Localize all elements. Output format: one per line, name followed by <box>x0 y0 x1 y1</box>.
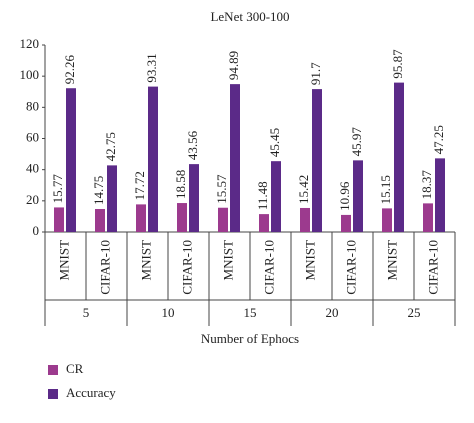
value-label: 92.26 <box>62 54 77 84</box>
bar <box>271 161 281 232</box>
bar <box>382 208 392 232</box>
bar <box>148 86 158 232</box>
bar <box>189 164 199 232</box>
value-label: 10.96 <box>337 181 352 211</box>
x-tick-label: MNIST <box>384 240 399 281</box>
x-tick-label: MNIST <box>56 240 71 281</box>
bar <box>218 207 228 232</box>
bar <box>300 207 310 232</box>
value-label: 15.42 <box>296 175 311 204</box>
value-label: 15.15 <box>378 175 393 204</box>
value-label: 18.37 <box>419 170 434 200</box>
y-tick-label: 20 <box>26 192 39 207</box>
value-label: 91.7 <box>308 62 323 85</box>
y-tick-label: 40 <box>26 161 39 176</box>
bar <box>312 89 322 232</box>
bar <box>353 160 363 232</box>
value-label: 45.45 <box>267 128 282 157</box>
value-label: 11.48 <box>255 181 270 210</box>
y-tick-label: 80 <box>26 98 39 113</box>
bar <box>107 165 117 232</box>
bar <box>54 207 64 232</box>
value-label: 15.57 <box>214 174 229 204</box>
value-label: 43.56 <box>185 130 200 160</box>
value-label: 45.97 <box>349 127 364 157</box>
x-tick-label: MNIST <box>220 240 235 281</box>
legend-label: CR <box>66 361 84 376</box>
value-label: 15.77 <box>50 174 65 204</box>
group-label: 20 <box>326 305 339 320</box>
x-tick-label: CIFAR-10 <box>425 240 440 295</box>
bar <box>259 214 269 232</box>
bar <box>136 204 146 232</box>
bar <box>435 158 445 232</box>
bar <box>341 214 351 232</box>
bar <box>66 88 76 232</box>
bar <box>423 203 433 232</box>
value-label: 94.89 <box>226 51 241 80</box>
value-label: 18.58 <box>173 170 188 199</box>
group-label: 25 <box>408 305 421 320</box>
legend-label: Accuracy <box>66 385 116 400</box>
x-tick-label: MNIST <box>138 240 153 281</box>
y-tick-label: 60 <box>26 129 39 144</box>
group-label: 15 <box>244 305 257 320</box>
x-tick-label: CIFAR-10 <box>261 240 276 295</box>
value-label: 47.25 <box>431 125 446 154</box>
legend-swatch <box>48 365 58 375</box>
group-label: 10 <box>162 305 175 320</box>
y-tick-label: 100 <box>20 67 40 82</box>
chart-title: LeNet 300-100 <box>210 9 289 24</box>
x-tick-label: CIFAR-10 <box>97 240 112 295</box>
value-label: 17.72 <box>132 171 147 200</box>
bar <box>394 82 404 232</box>
legend-swatch <box>48 389 58 399</box>
x-tick-label: CIFAR-10 <box>179 240 194 295</box>
x-axis-label: Number of Ephocs <box>201 331 299 346</box>
bar <box>95 209 105 232</box>
value-label: 42.75 <box>103 132 118 161</box>
value-label: 93.31 <box>144 53 159 82</box>
y-tick-label: 0 <box>33 223 40 238</box>
bar <box>177 203 187 232</box>
x-tick-label: MNIST <box>302 240 317 281</box>
value-label: 14.75 <box>91 176 106 205</box>
x-tick-label: CIFAR-10 <box>343 240 358 295</box>
value-label: 95.87 <box>390 49 405 79</box>
group-label: 5 <box>83 305 90 320</box>
y-tick-label: 120 <box>20 36 40 51</box>
bar <box>230 84 240 232</box>
